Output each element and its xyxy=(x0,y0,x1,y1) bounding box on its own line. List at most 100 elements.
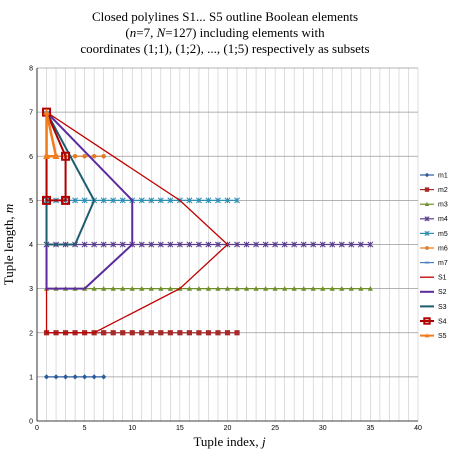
legend-label: m1 xyxy=(438,172,448,179)
data-point-m3 xyxy=(196,286,202,291)
data-point-m4 xyxy=(329,241,336,248)
data-point-m1 xyxy=(53,374,59,380)
series-s1 xyxy=(45,111,229,334)
legend-item-m3: m3 xyxy=(420,202,448,209)
y-tick-label: 7 xyxy=(29,110,33,117)
y-tick-label: 8 xyxy=(29,66,33,73)
data-point-m3 xyxy=(282,286,288,291)
y-tick-label: 4 xyxy=(29,242,33,249)
data-point-m3 xyxy=(129,286,135,291)
data-point-m6 xyxy=(101,154,106,159)
x-axis-title: Tuple index, j xyxy=(193,434,266,449)
legend-item-m4: m4 xyxy=(420,216,448,223)
legend-label: m7 xyxy=(438,260,448,267)
data-point-m4 xyxy=(281,241,288,248)
series-m3 xyxy=(43,286,373,291)
data-point-m5 xyxy=(148,197,155,204)
legend-swatch-marker xyxy=(425,246,429,250)
chart-title-line-3: coordinates (1;1), (1;2), ..., (1;5) res… xyxy=(80,41,370,56)
data-point-m3 xyxy=(101,286,107,291)
series-line-s4 xyxy=(45,111,67,202)
y-axis-title: Tuple length, m xyxy=(1,204,16,286)
legend-item-m7: m7 xyxy=(420,260,448,267)
data-point-m2 xyxy=(167,330,173,336)
legend-item-m6: m6 xyxy=(420,245,448,252)
chart-title: Closed polylines S1... S5 outline Boolea… xyxy=(60,9,390,57)
legend-label: m4 xyxy=(438,216,448,223)
data-point-m2 xyxy=(224,330,231,336)
data-point-m5 xyxy=(215,197,221,204)
data-point-m4 xyxy=(205,241,212,248)
data-point-m6 xyxy=(72,154,78,159)
data-point-m5 xyxy=(72,197,79,204)
series-layer xyxy=(42,107,374,380)
y-tick-label: 5 xyxy=(29,198,33,205)
data-point-m4 xyxy=(243,241,250,248)
x-tick-label: 5 xyxy=(83,425,87,432)
data-point-m5 xyxy=(224,197,231,204)
data-point-m6 xyxy=(82,154,87,159)
y-tick-label: 1 xyxy=(29,374,33,381)
data-point-m4 xyxy=(291,241,298,248)
data-point-m3 xyxy=(243,286,250,291)
data-point-m5 xyxy=(186,197,193,204)
data-point-m4 xyxy=(148,241,155,248)
legend-item-s5: S5 xyxy=(420,333,447,340)
data-point-m4 xyxy=(310,241,317,248)
data-point-m4 xyxy=(157,241,164,248)
data-point-m5 xyxy=(110,197,117,204)
data-point-s5 xyxy=(43,108,50,115)
data-point-m5 xyxy=(234,197,240,204)
legend-swatch-marker xyxy=(424,230,430,236)
data-point-m1 xyxy=(62,374,69,380)
legend-swatch-marker xyxy=(423,317,431,325)
data-point-m2 xyxy=(158,330,164,336)
legend-swatch-marker xyxy=(424,216,430,222)
data-point-s4 xyxy=(61,195,71,205)
legend-label: S2 xyxy=(438,289,447,296)
data-point-m1 xyxy=(72,374,78,380)
data-point-m4 xyxy=(195,241,202,248)
legend-swatch-marker xyxy=(424,261,430,264)
legend-item-m1: m1 xyxy=(420,172,448,179)
data-point-m3 xyxy=(139,286,145,291)
y-tick-label: 3 xyxy=(29,286,33,293)
series-m5 xyxy=(43,197,240,204)
data-point-m5 xyxy=(81,197,88,204)
data-point-m5 xyxy=(119,197,126,204)
data-point-m4 xyxy=(234,241,240,248)
x-tick-label: 20 xyxy=(224,425,232,432)
x-tick-label: 10 xyxy=(128,425,136,432)
data-point-m3 xyxy=(215,286,221,291)
legend: m1 m2 m3 m4 m5 m6 m7 S1 S2 S3 S4 S5 xyxy=(420,172,448,340)
data-point-m3 xyxy=(301,286,307,291)
data-point-m4 xyxy=(186,241,193,248)
legend-label: m3 xyxy=(438,202,448,209)
data-point-m4 xyxy=(262,241,269,248)
data-point-m2 xyxy=(110,330,116,336)
data-point-m3 xyxy=(329,286,335,291)
data-point-m4 xyxy=(100,241,107,248)
data-point-m2 xyxy=(129,330,135,336)
data-point-m2 xyxy=(196,330,202,336)
data-point-m4 xyxy=(138,241,145,248)
legend-label: S1 xyxy=(438,275,447,282)
data-point-m3 xyxy=(272,286,278,291)
y-tick-label: 6 xyxy=(29,154,33,161)
data-point-m2 xyxy=(205,330,212,336)
series-m4 xyxy=(43,241,374,248)
y-tick-label: 0 xyxy=(29,419,33,426)
data-point-m3 xyxy=(367,286,373,291)
data-point-m1 xyxy=(91,374,97,380)
data-point-m4 xyxy=(215,241,221,248)
data-point-m1 xyxy=(43,374,50,380)
data-point-s5 xyxy=(43,152,50,159)
legend-item-s3: S3 xyxy=(420,304,447,311)
x-tick-label: 0 xyxy=(35,425,39,432)
data-point-m3 xyxy=(224,286,231,291)
x-tick-label: 15 xyxy=(176,425,184,432)
x-tick-label: 25 xyxy=(271,425,279,432)
series-line-s3 xyxy=(45,111,96,246)
data-point-s4 xyxy=(42,195,52,205)
